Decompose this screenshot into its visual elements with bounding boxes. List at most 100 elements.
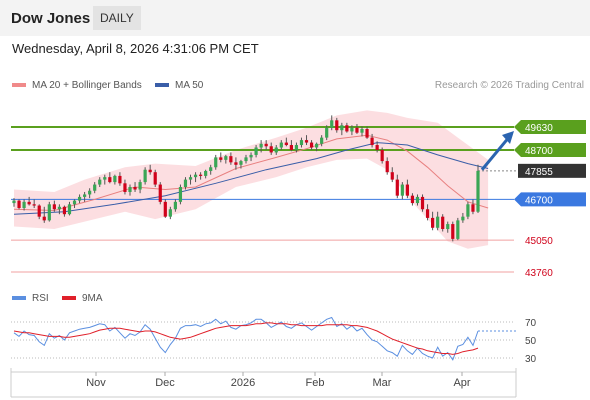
candle-body (340, 125, 344, 131)
candle-body (62, 206, 67, 215)
candle-body (385, 161, 389, 173)
candle-body (279, 142, 283, 148)
candle-body (138, 182, 142, 190)
x-tick-label: Nov (86, 377, 106, 389)
rsi-tick-label: 30 (525, 354, 537, 365)
candle-body (88, 190, 92, 195)
candle-body (93, 184, 97, 191)
candle-body (103, 177, 107, 180)
legend-rsi: RSI (12, 293, 49, 304)
candle-body (405, 184, 409, 196)
candle-body (415, 196, 420, 204)
level-box-resistance (514, 142, 586, 157)
level-label-resistance: 49630 (525, 123, 553, 134)
candle-body (153, 172, 157, 185)
candle-body (461, 216, 465, 221)
candle-body (380, 149, 384, 162)
candle-body (289, 145, 293, 150)
candle-body (183, 179, 188, 188)
rsi-tick-label: 70 (525, 318, 537, 329)
candle-body (375, 145, 379, 150)
candle-body (188, 177, 193, 180)
chart-header: Dow Jones DAILY (0, 0, 590, 36)
candle-body (299, 140, 304, 146)
candle-body (294, 145, 299, 150)
candle-body (284, 142, 288, 146)
candle-body (476, 170, 480, 212)
legend-ma50-label: MA 50 (175, 80, 204, 91)
moving-averages (13, 134, 489, 215)
candle-body (199, 174, 203, 176)
level-label-support: 43760 (525, 268, 553, 279)
candle-body (259, 143, 263, 148)
level-box-support (514, 192, 586, 207)
ma20-line (13, 134, 489, 212)
candle-body (193, 174, 198, 178)
candle-body (264, 143, 268, 147)
candle-body (471, 204, 475, 212)
rsi-line (13, 316, 479, 361)
candle-body (52, 204, 56, 210)
candle-body (451, 224, 455, 239)
candle-body (425, 209, 430, 218)
candle-body (456, 220, 460, 239)
candle-body (325, 127, 329, 138)
candle-body (466, 204, 470, 217)
ma9-swatch (62, 296, 76, 301)
legend-bollinger: MA 20 + Bollinger Bands (12, 80, 142, 91)
bollinger-band (14, 110, 489, 249)
ma50-swatch (155, 83, 169, 88)
candle-body (234, 162, 238, 165)
level-labels: 49630 48700 47855 46700 45050 43760 (514, 120, 586, 279)
rsi-ma-line (13, 322, 479, 355)
candle-body (224, 156, 228, 160)
candle-body (410, 195, 415, 204)
candlesticks (12, 115, 480, 242)
candle-body (32, 204, 36, 206)
candle-body (67, 204, 72, 215)
rsi-swatch (12, 296, 26, 301)
level-label-support: 45050 (525, 236, 553, 247)
candle-body (178, 187, 183, 202)
credit-text: Research © 2026 Trading Central (434, 80, 584, 91)
candle-body (400, 184, 404, 196)
x-tick-label: Feb (306, 377, 325, 389)
instrument-title: Dow Jones (11, 10, 91, 27)
candle-body (123, 183, 127, 192)
candle-body (330, 120, 334, 128)
candle-body (320, 137, 324, 144)
candle-body (335, 120, 339, 131)
candle-body (431, 217, 435, 228)
candle-body (204, 170, 208, 176)
candle-body (77, 196, 82, 201)
candle-body (57, 206, 61, 210)
x-tick-label: Mar (373, 377, 392, 389)
candle-body (355, 127, 359, 133)
legend-9ma: 9MA (62, 293, 103, 304)
candle-body (390, 172, 394, 180)
candle-body (446, 224, 450, 230)
candle-body (98, 179, 102, 185)
timeframe-badge[interactable]: DAILY (93, 6, 141, 30)
candle-body (254, 147, 258, 155)
candle-body (168, 209, 172, 217)
candle-body (309, 142, 314, 148)
legend-ma50: MA 50 (155, 80, 203, 91)
level-label-last: 47855 (525, 167, 553, 178)
rsi-panel: 70 50 30 (11, 316, 537, 365)
candle-body (249, 154, 253, 158)
x-tick-label: Dec (155, 377, 175, 389)
bollinger-swatch (12, 83, 26, 88)
candle-body (304, 140, 309, 143)
legend-9ma-label: 9MA (82, 293, 103, 304)
candle-body (395, 179, 399, 196)
candle-body (244, 157, 248, 162)
candle-body (22, 201, 26, 209)
rsi-tick-label: 50 (525, 336, 537, 347)
legend-rsi-label: RSI (32, 293, 49, 304)
candle-body (315, 143, 319, 148)
legend-bollinger-label: MA 20 + Bollinger Bands (32, 80, 142, 91)
candle-body (274, 147, 278, 153)
candle-body (72, 200, 77, 205)
